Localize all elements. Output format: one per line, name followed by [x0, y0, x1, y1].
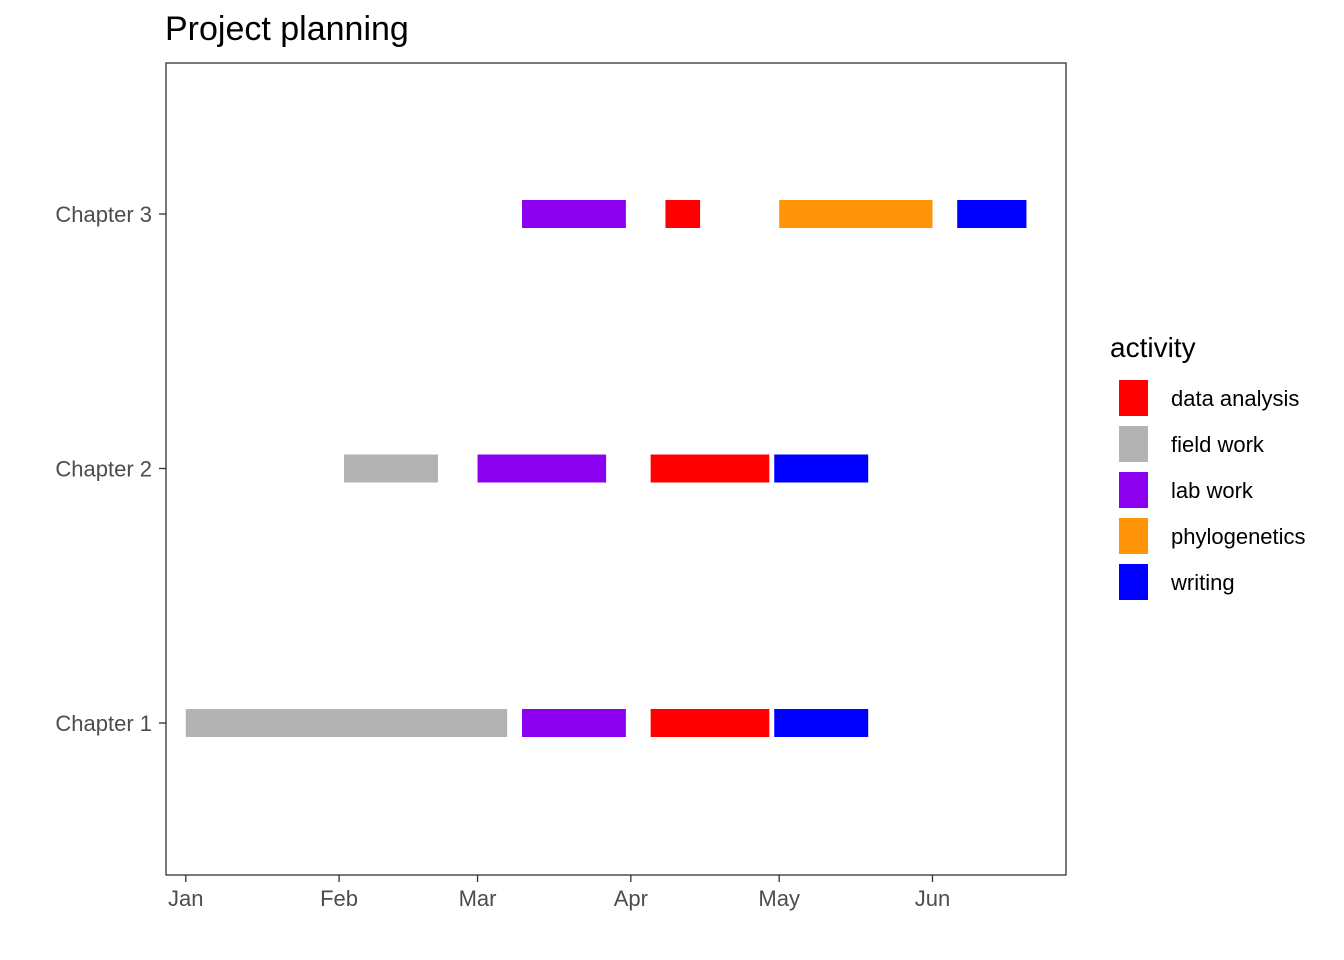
plot-background	[166, 63, 1066, 875]
legend-swatch	[1119, 380, 1148, 416]
legend-swatch	[1119, 472, 1148, 508]
task-bars	[185, 200, 1027, 737]
bar-chapter-2-data-analysis	[650, 454, 770, 483]
y-tick-label: Chapter 1	[55, 711, 152, 736]
x-tick-label: May	[758, 886, 800, 911]
x-tick-label: Mar	[459, 886, 497, 911]
x-tick-label: Jan	[168, 886, 203, 911]
y-tick-label: Chapter 3	[55, 202, 152, 227]
bar-chapter-3-writing	[957, 200, 1027, 228]
bar-chapter-1-field-work	[185, 709, 508, 737]
x-axis: Jan Feb Mar Apr May Jun	[168, 875, 950, 911]
y-axis: Chapter 1 Chapter 2 Chapter 3	[55, 202, 166, 736]
bar-chapter-3-lab-work	[522, 200, 626, 228]
x-tick-label: Feb	[320, 886, 358, 911]
bar-chapter-1-data-analysis	[650, 709, 770, 737]
bar-chapter-2-lab-work	[477, 454, 607, 483]
x-tick-label: Jun	[915, 886, 950, 911]
x-tick-label: Apr	[614, 886, 648, 911]
chart-title: Project planning	[165, 10, 409, 48]
legend-label: phylogenetics	[1171, 524, 1306, 549]
legend-items: data analysis field work lab work phylogene…	[1119, 380, 1306, 600]
legend: activity data analysis field work lab work…	[1110, 332, 1306, 600]
bar-chapter-2-writing	[774, 454, 869, 483]
bar-chapter-3-data-analysis	[665, 200, 701, 228]
legend-swatch	[1119, 426, 1148, 462]
bar-chapter-3-phylogenetics	[779, 200, 933, 228]
legend-swatch	[1119, 518, 1148, 554]
bar-chapter-1-lab-work	[522, 709, 626, 737]
legend-label: field work	[1171, 432, 1265, 457]
plot-panel	[166, 63, 1066, 875]
legend-label: writing	[1170, 570, 1235, 595]
legend-swatch	[1119, 564, 1148, 600]
bar-chapter-2-field-work	[344, 454, 438, 483]
legend-label: data analysis	[1171, 386, 1299, 411]
y-tick-label: Chapter 2	[55, 457, 152, 482]
legend-title: activity	[1110, 332, 1196, 363]
legend-label: lab work	[1171, 478, 1254, 503]
bar-chapter-1-writing	[774, 709, 869, 737]
